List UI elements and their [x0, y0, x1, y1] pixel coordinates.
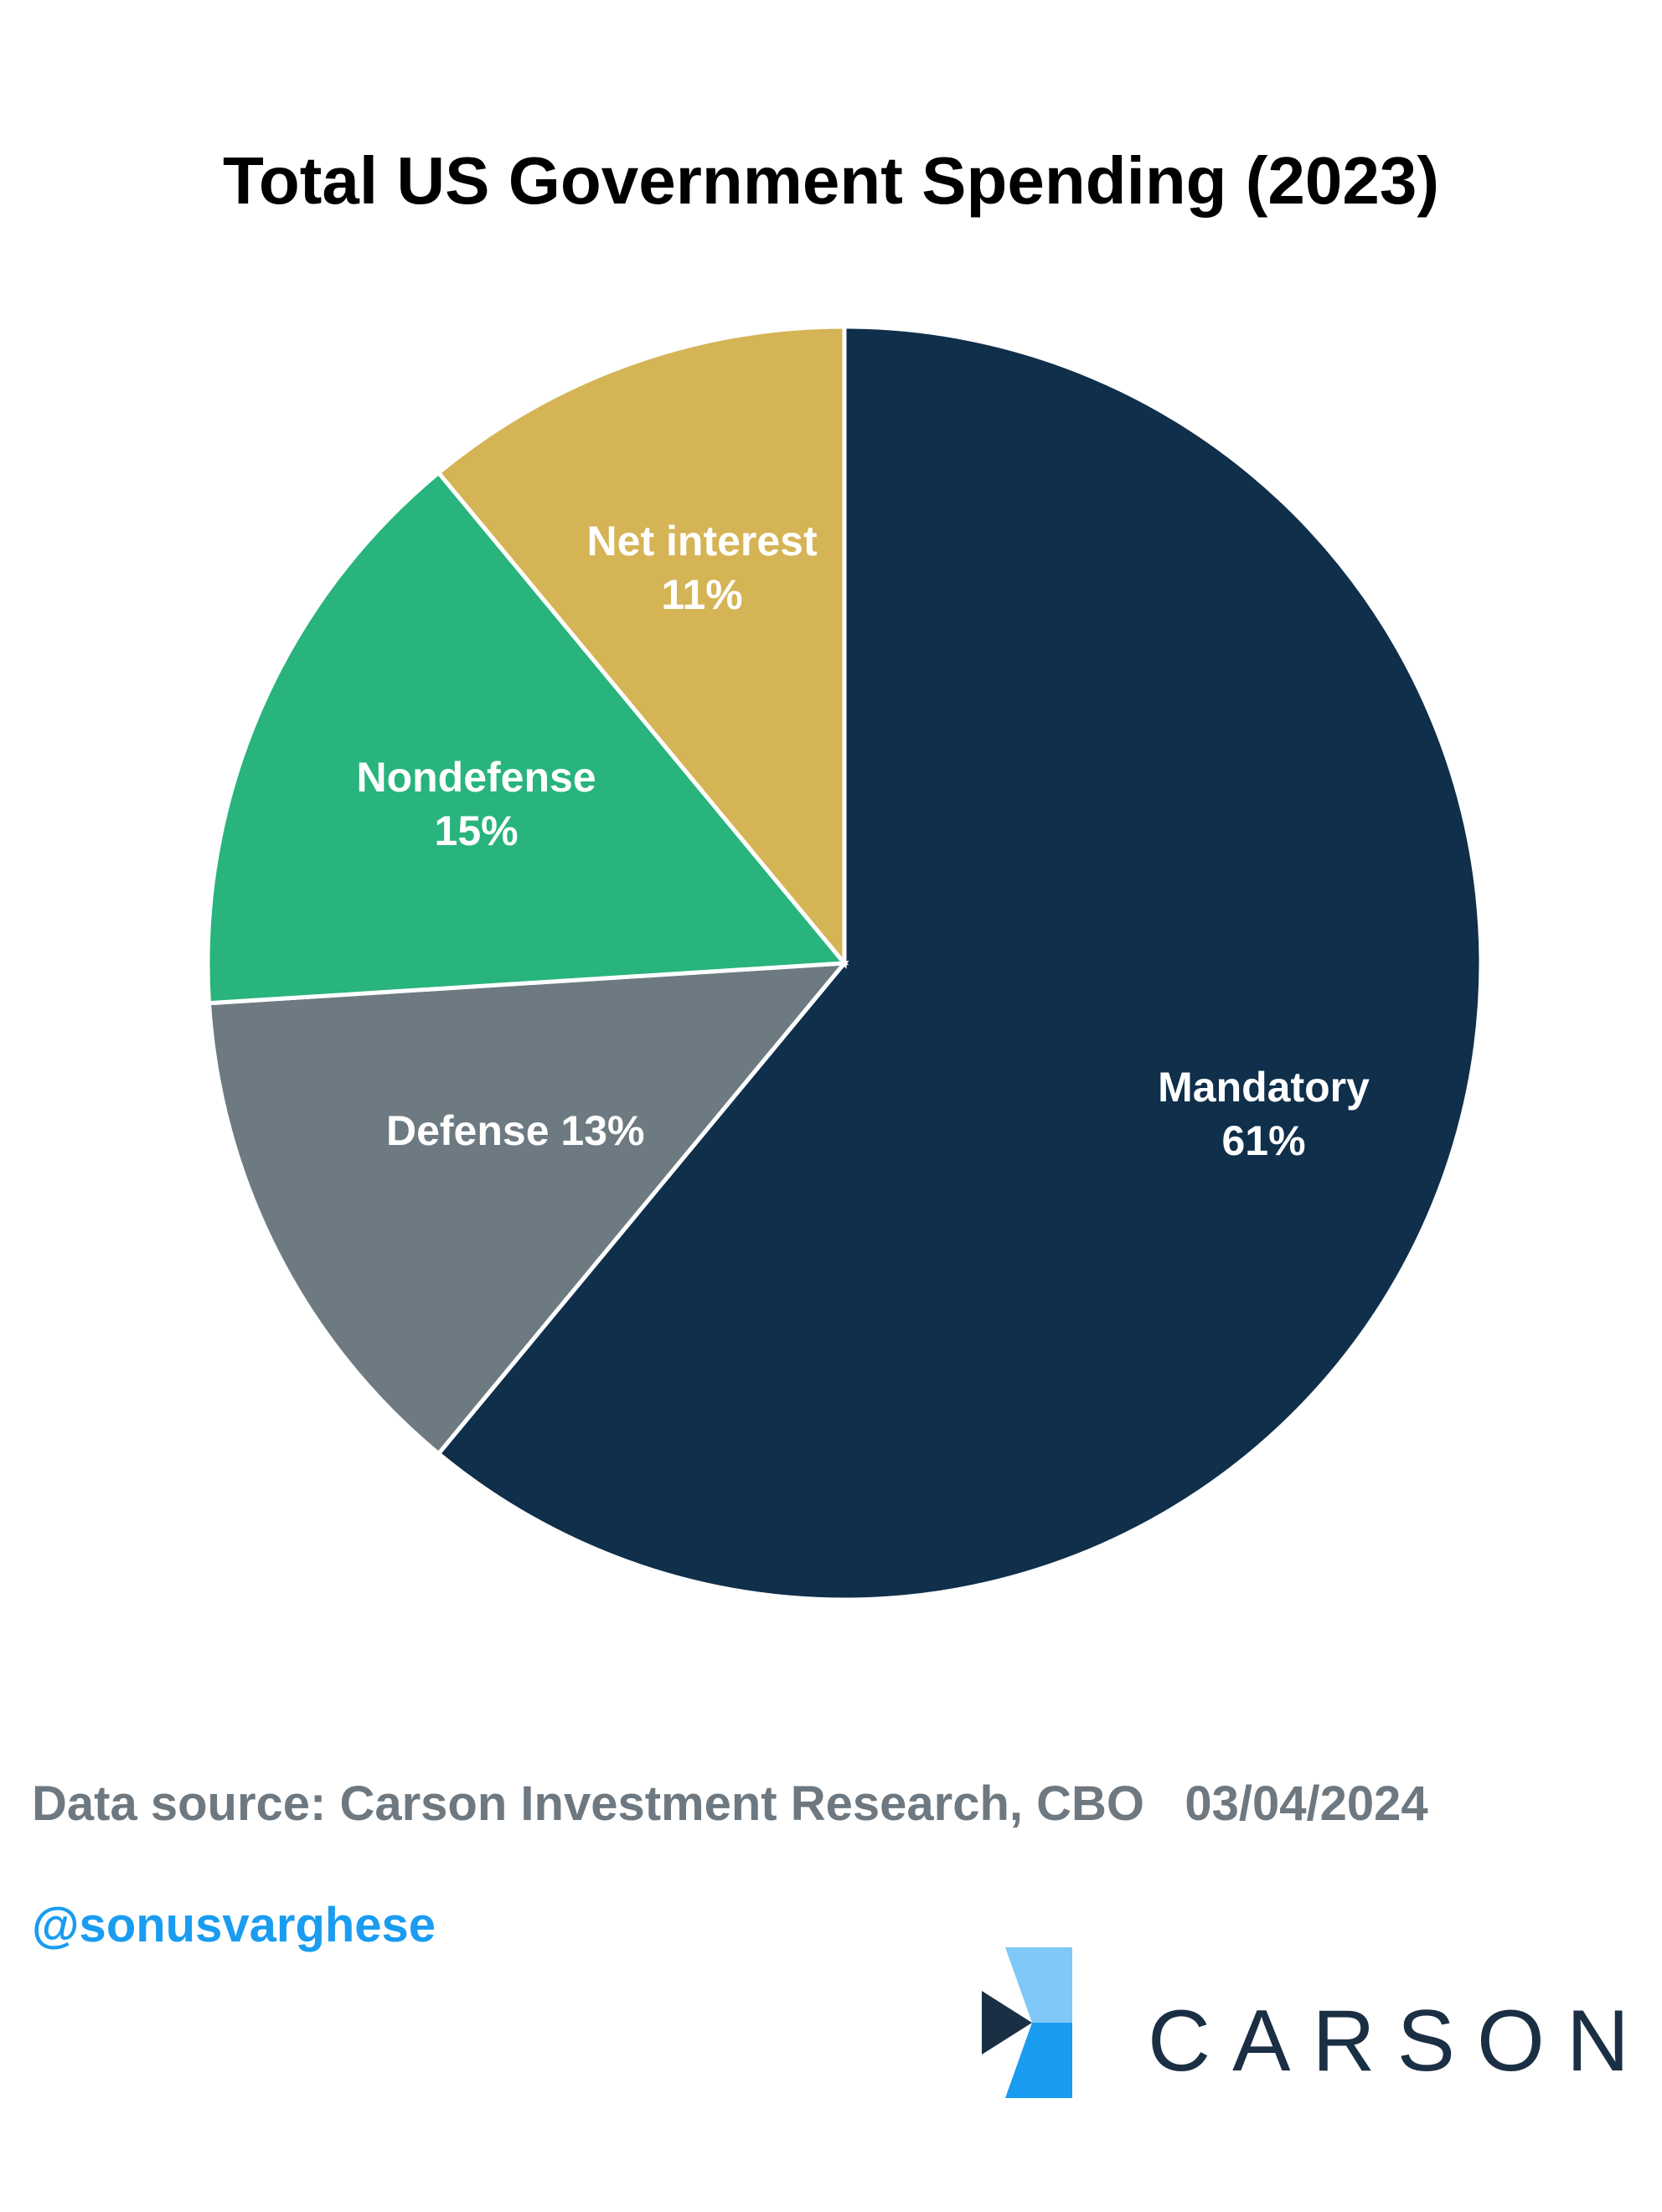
slice-label-net-interest: Net interest 11%	[587, 518, 818, 618]
pie-slice-net-interest	[436, 324, 847, 969]
pie-labels: Mandatory 61% Defense 13% Nondefense 15% Net …	[356, 518, 1370, 1164]
slice-label-nondefense: Nondefense 15%	[356, 754, 596, 854]
pie-slice-nondefense	[205, 469, 849, 1006]
author-handle[interactable]: @sonusvarghese	[32, 1898, 436, 1952]
pie-slices	[205, 324, 1484, 1602]
pie-slice-defense	[206, 961, 849, 1457]
logo-mark-top	[1005, 1947, 1072, 2023]
slice-label-defense: Defense 13%	[386, 1107, 645, 1154]
data-source-note: Data source: Carson Investment Research,…	[32, 1776, 1428, 1831]
logo-text: CARSON	[1148, 1993, 1651, 2090]
slice-label-mandatory: Mandatory 61%	[1158, 1064, 1370, 1164]
logo-mark-middle	[982, 1991, 1032, 2055]
logo-mark-bottom	[1005, 2023, 1072, 2098]
pie-slice-mandatory	[436, 324, 1484, 1602]
chart-title: Total US Government Spending (2023)	[222, 143, 1440, 218]
carson-logo	[982, 1947, 1585, 2111]
